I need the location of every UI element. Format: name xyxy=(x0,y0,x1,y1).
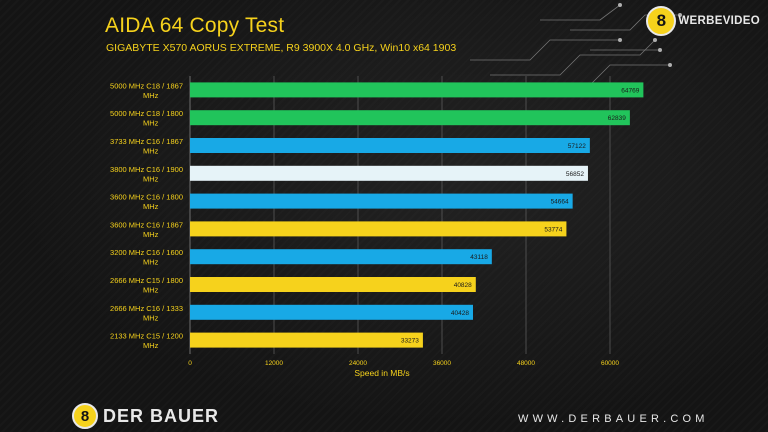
category-label: 2666 MHz C16 / 1333 MHz xyxy=(110,304,183,323)
x-tick-label: 48000 xyxy=(517,360,535,367)
x-tick-label: 36000 xyxy=(433,360,451,367)
bar xyxy=(190,332,423,348)
bar-value-label: 54664 xyxy=(551,199,569,206)
x-tick-label: 60000 xyxy=(601,360,619,367)
category-label: 2133 MHz C15 / 1200 MHz xyxy=(110,332,183,351)
bar xyxy=(190,82,644,98)
chart-title: AIDA 64 Copy Test xyxy=(105,14,285,37)
category-label: 3800 MHz C16 / 1900 MHz xyxy=(110,165,183,184)
watermark-text: WERBEVIDEO xyxy=(678,15,760,27)
footer-logo: 8 DER BAUER xyxy=(72,403,219,429)
category-label: 3600 MHz C16 / 1867 MHz xyxy=(110,220,183,239)
category-label: 5000 MHz C18 / 1867 MHz xyxy=(110,81,183,100)
bar-value-label: 56852 xyxy=(566,171,584,178)
bar-value-label: 40428 xyxy=(451,310,469,317)
bar xyxy=(190,277,476,292)
category-label: 5000 MHz C18 / 1800 MHz xyxy=(110,109,183,128)
bar-value-label: 53774 xyxy=(544,226,562,233)
bar-value-label: 57122 xyxy=(568,143,586,150)
category-label: 2666 MHz C15 / 1800 MHz xyxy=(110,276,183,295)
watermark-logo: 8 WERBEVIDEO xyxy=(646,6,760,36)
category-label: 3200 MHz C16 / 1600 MHz xyxy=(110,248,183,267)
bar-value-label: 64769 xyxy=(621,87,639,94)
bar xyxy=(190,221,567,237)
category-label: 3600 MHz C16 / 1800 MHz xyxy=(110,193,183,212)
x-axis-label: Speed in MB/s xyxy=(354,368,409,378)
bar xyxy=(190,110,630,126)
bar xyxy=(190,193,573,209)
bar-value-label: 62839 xyxy=(608,115,626,122)
footer-badge-icon: 8 xyxy=(72,403,98,429)
bar xyxy=(190,138,590,153)
bar-value-label: 33273 xyxy=(401,338,419,345)
category-label: 3733 MHz C16 / 1867 MHz xyxy=(110,137,183,156)
bar-value-label: 40828 xyxy=(454,282,472,289)
footer-brand-name: DER BAUER xyxy=(103,405,220,426)
chart-subtitle: GIGABYTE X570 AORUS EXTREME, R9 3900X 4.… xyxy=(106,42,457,54)
x-tick-label: 24000 xyxy=(349,360,367,367)
bar-value-label: 43118 xyxy=(470,254,488,261)
footer-url: WWW.DERBAUER.COM xyxy=(518,413,709,425)
x-tick-label: 0 xyxy=(188,360,192,367)
x-tick-label: 12000 xyxy=(265,360,283,367)
logo-badge-icon: 8 xyxy=(646,6,677,36)
bar xyxy=(190,165,588,181)
bar xyxy=(190,249,492,265)
bar xyxy=(190,304,473,320)
